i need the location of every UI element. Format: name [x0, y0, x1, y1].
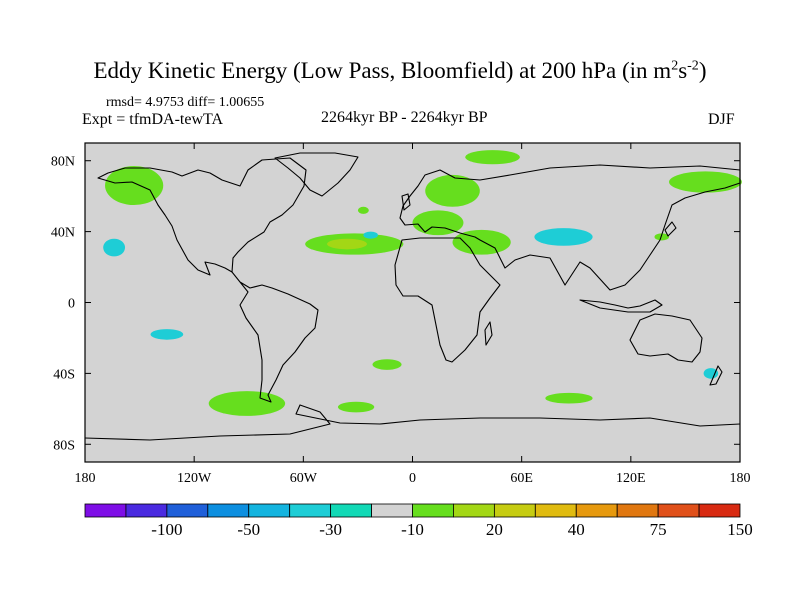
anomaly-south-atlantic: [372, 359, 402, 370]
x-tick-label: 60W: [290, 471, 318, 486]
colorbar-box: [371, 503, 413, 518]
x-tick-label: 0: [409, 471, 416, 486]
anomaly-europe: [412, 210, 464, 236]
coastlines: [84, 152, 741, 441]
anomaly-asia-small: [654, 233, 670, 241]
coast-australia: [629, 313, 703, 363]
anomaly-siberia-east: [669, 171, 742, 193]
coast-madagascar: [484, 321, 493, 346]
anomaly-central-asia: [534, 228, 593, 246]
season-label: DJF: [708, 111, 735, 128]
colorbar: -100 -50 -30 -10 20 40 75 150: [84, 503, 753, 539]
colorbar-label: 75: [650, 520, 667, 539]
colorbar-box: [453, 503, 495, 518]
colorbar-label: 20: [486, 520, 503, 539]
coast-africa: [394, 237, 501, 363]
colorbar-box: [289, 503, 332, 518]
y-tick-label: 40N: [51, 226, 75, 241]
x-tick-label: 60E: [510, 471, 533, 486]
y-tick-label: 80N: [51, 155, 75, 170]
y-tick-label: 40S: [53, 367, 75, 382]
coast-greenland: [274, 152, 359, 197]
anomaly-atlantic-small: [357, 206, 369, 214]
coast-britain: [401, 193, 411, 211]
coast-antarctica: [84, 404, 741, 441]
x-tick-label: 120E: [616, 471, 646, 486]
anomaly-north-atlantic-small: [363, 231, 378, 239]
anomaly-north-pacific-west: [105, 166, 164, 206]
colorbar-box: [412, 503, 454, 518]
y-tick-label: 0: [68, 297, 75, 312]
colorbar-box: [84, 503, 127, 518]
stats-text: rmsd= 4.9753 diff= 1.00655: [106, 95, 265, 110]
chart-title: Eddy Kinetic Energy (Low Pass, Bloomfiel…: [93, 58, 707, 83]
colorbar-box: [534, 503, 577, 518]
anomaly-north-pacific-east: [103, 238, 126, 257]
anomaly-south-atlantic-high-lat: [337, 401, 375, 413]
anomaly-middle-east: [452, 229, 511, 255]
coast-eurasia-africa: [399, 164, 741, 291]
anomaly-new-zealand-sea: [703, 368, 719, 379]
colorbar-label: -30: [319, 520, 342, 539]
colorbar-box: [575, 503, 618, 518]
coast-north-america: [97, 157, 307, 276]
anomaly-south-pacific: [208, 391, 286, 416]
anomaly-layer: [103, 150, 742, 416]
colorbar-label: 150: [727, 520, 753, 539]
colorbar-box: [166, 503, 209, 518]
y-axis: 80N 40N 0 40S 80S: [51, 155, 740, 453]
colorbar-box: [698, 503, 741, 518]
colorbar-box: [125, 503, 168, 518]
coast-south-america: [231, 271, 319, 403]
map-background: [85, 143, 740, 462]
anomaly-south-pacific-central: [150, 329, 184, 340]
anomaly-southern-indian: [545, 392, 593, 404]
x-tick-label: 180: [730, 471, 751, 486]
colorbar-box: [616, 503, 659, 518]
x-axis: 180 120W 60W 0 60E 120E 180: [75, 143, 751, 486]
colorbar-box: [657, 503, 700, 518]
anomaly-arctic: [465, 150, 520, 165]
period-label: 2264kyr BP - 2264kyr BP: [321, 109, 488, 126]
x-tick-label: 120W: [177, 471, 212, 486]
y-tick-label: 80S: [53, 438, 75, 453]
anomaly-north-atlantic-core: [326, 238, 368, 250]
experiment-label: Expt = tfmDA-tewTA: [82, 111, 224, 128]
colorbar-box: [493, 503, 536, 518]
colorbar-label: 40: [568, 520, 585, 539]
colorbar-label: -50: [237, 520, 260, 539]
coast-new-zealand: [709, 365, 723, 386]
x-tick-label: 180: [75, 471, 96, 486]
colorbar-box: [248, 503, 291, 518]
coast-indonesia: [579, 299, 663, 313]
colorbar-box: [330, 503, 372, 518]
colorbar-label: -100: [151, 520, 182, 539]
coast-japan: [664, 221, 677, 237]
colorbar-box: [207, 503, 250, 518]
anomaly-scandinavia: [425, 174, 480, 207]
colorbar-label: -10: [401, 520, 424, 539]
